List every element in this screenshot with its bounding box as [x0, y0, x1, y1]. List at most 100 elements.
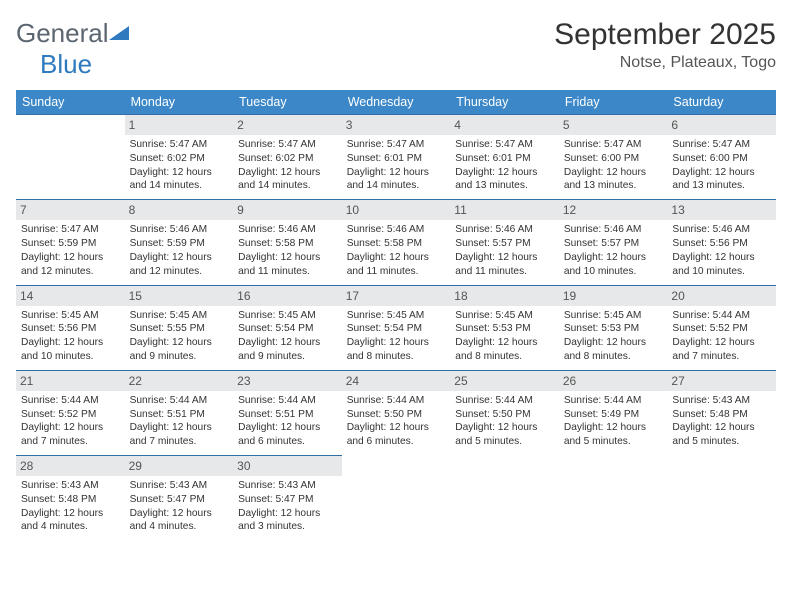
sunrise-text: Sunrise: 5:44 AM: [347, 394, 446, 408]
day-number: 5: [559, 115, 668, 135]
day-number: 8: [125, 200, 234, 220]
sunrise-text: Sunrise: 5:46 AM: [455, 223, 554, 237]
day-number: 25: [450, 371, 559, 391]
sunset-text: Sunset: 5:48 PM: [672, 408, 771, 422]
day-number: 10: [342, 200, 451, 220]
weekday-header: Saturday: [667, 90, 776, 114]
day-number: 23: [233, 371, 342, 391]
day-number: 4: [450, 115, 559, 135]
sunrise-text: Sunrise: 5:45 AM: [238, 309, 337, 323]
day-cell: 12Sunrise: 5:46 AMSunset: 5:57 PMDayligh…: [559, 199, 668, 284]
sunrise-text: Sunrise: 5:47 AM: [455, 138, 554, 152]
day-number: 20: [667, 286, 776, 306]
sunrise-text: Sunrise: 5:45 AM: [347, 309, 446, 323]
sunset-text: Sunset: 6:01 PM: [347, 152, 446, 166]
day-number: 16: [233, 286, 342, 306]
day-cell: 7Sunrise: 5:47 AMSunset: 5:59 PMDaylight…: [16, 199, 125, 284]
day-cell: 3Sunrise: 5:47 AMSunset: 6:01 PMDaylight…: [342, 114, 451, 199]
day-cell: 27Sunrise: 5:43 AMSunset: 5:48 PMDayligh…: [667, 370, 776, 455]
daylight-text: Daylight: 12 hours and 4 minutes.: [21, 507, 120, 535]
daylight-text: Daylight: 12 hours and 12 minutes.: [21, 251, 120, 279]
page-header: General Blue September 2025 Notse, Plate…: [16, 18, 776, 80]
day-cell: 17Sunrise: 5:45 AMSunset: 5:54 PMDayligh…: [342, 285, 451, 370]
sunrise-text: Sunrise: 5:47 AM: [347, 138, 446, 152]
sunset-text: Sunset: 5:58 PM: [238, 237, 337, 251]
sunset-text: Sunset: 6:00 PM: [672, 152, 771, 166]
daylight-text: Daylight: 12 hours and 4 minutes.: [130, 507, 229, 535]
day-cell: 22Sunrise: 5:44 AMSunset: 5:51 PMDayligh…: [125, 370, 234, 455]
day-cell: 8 Sunrise: 5:46 AMSunset: 5:59 PMDaylight…: [125, 199, 234, 284]
sunrise-text: Sunrise: 5:47 AM: [238, 138, 337, 152]
sunrise-text: Sunrise: 5:46 AM: [130, 223, 229, 237]
day-number: 2: [233, 115, 342, 135]
logo: General Blue: [16, 18, 131, 80]
daylight-text: Daylight: 12 hours and 6 minutes.: [238, 421, 337, 449]
sunrise-text: Sunrise: 5:45 AM: [130, 309, 229, 323]
day-number: 7: [16, 200, 125, 220]
day-cell: 30Sunrise: 5:43 AMSunset: 5:47 PMDayligh…: [233, 455, 342, 540]
sunset-text: Sunset: 5:47 PM: [238, 493, 337, 507]
sunset-text: Sunset: 5:50 PM: [347, 408, 446, 422]
sunset-text: Sunset: 5:56 PM: [672, 237, 771, 251]
sunset-text: Sunset: 5:54 PM: [238, 322, 337, 336]
sunset-text: Sunset: 6:02 PM: [238, 152, 337, 166]
daylight-text: Daylight: 12 hours and 6 minutes.: [347, 421, 446, 449]
weekday-header: Thursday: [450, 90, 559, 114]
sunrise-text: Sunrise: 5:44 AM: [238, 394, 337, 408]
day-cell: 6Sunrise: 5:47 AMSunset: 6:00 PMDaylight…: [667, 114, 776, 199]
sunrise-text: Sunrise: 5:46 AM: [238, 223, 337, 237]
day-number: 27: [667, 371, 776, 391]
day-cell: 18Sunrise: 5:45 AMSunset: 5:53 PMDayligh…: [450, 285, 559, 370]
sunrise-text: Sunrise: 5:46 AM: [672, 223, 771, 237]
sunset-text: Sunset: 5:59 PM: [21, 237, 120, 251]
sunset-text: Sunset: 5:56 PM: [21, 322, 120, 336]
sunset-text: Sunset: 5:59 PM: [130, 237, 229, 251]
sunrise-text: Sunrise: 5:45 AM: [455, 309, 554, 323]
logo-triangle-icon: [109, 24, 131, 47]
sunrise-text: Sunrise: 5:44 AM: [564, 394, 663, 408]
daylight-text: Daylight: 12 hours and 10 minutes.: [564, 251, 663, 279]
daylight-text: Daylight: 12 hours and 3 minutes.: [238, 507, 337, 535]
daylight-text: Daylight: 12 hours and 12 minutes.: [130, 251, 229, 279]
weekday-header: Tuesday: [233, 90, 342, 114]
day-number: 1: [125, 115, 234, 135]
weekday-header: Wednesday: [342, 90, 451, 114]
weekday-header: Sunday: [16, 90, 125, 114]
daylight-text: Daylight: 12 hours and 10 minutes.: [21, 336, 120, 364]
day-cell: 26Sunrise: 5:44 AMSunset: 5:49 PMDayligh…: [559, 370, 668, 455]
day-number: 28: [16, 456, 125, 476]
sunrise-text: Sunrise: 5:44 AM: [455, 394, 554, 408]
sunrise-text: Sunrise: 5:45 AM: [564, 309, 663, 323]
day-number: 14: [16, 286, 125, 306]
sunrise-text: Sunrise: 5:43 AM: [130, 479, 229, 493]
daylight-text: Daylight: 12 hours and 7 minutes.: [672, 336, 771, 364]
daylight-text: Daylight: 12 hours and 5 minutes.: [455, 421, 554, 449]
day-cell: 21Sunrise: 5:44 AMSunset: 5:52 PMDayligh…: [16, 370, 125, 455]
daylight-text: Daylight: 12 hours and 11 minutes.: [347, 251, 446, 279]
logo-text: General Blue: [16, 18, 131, 80]
day-cell: 24Sunrise: 5:44 AMSunset: 5:50 PMDayligh…: [342, 370, 451, 455]
month-title: September 2025: [554, 18, 776, 52]
sunrise-text: Sunrise: 5:47 AM: [130, 138, 229, 152]
sunset-text: Sunset: 5:58 PM: [347, 237, 446, 251]
day-cell: 1Sunrise: 5:47 AMSunset: 6:02 PMDaylight…: [125, 114, 234, 199]
sunrise-text: Sunrise: 5:44 AM: [21, 394, 120, 408]
day-cell: 14Sunrise: 5:45 AMSunset: 5:56 PMDayligh…: [16, 285, 125, 370]
daylight-text: Daylight: 12 hours and 7 minutes.: [21, 421, 120, 449]
daylight-text: Daylight: 12 hours and 13 minutes.: [455, 166, 554, 194]
sunset-text: Sunset: 5:55 PM: [130, 322, 229, 336]
daylight-text: Daylight: 12 hours and 14 minutes.: [130, 166, 229, 194]
logo-part-2: Blue: [40, 49, 92, 79]
sunset-text: Sunset: 5:52 PM: [21, 408, 120, 422]
daylight-text: Daylight: 12 hours and 8 minutes.: [455, 336, 554, 364]
title-block: September 2025 Notse, Plateaux, Togo: [554, 18, 776, 72]
day-number: 29: [125, 456, 234, 476]
sunset-text: Sunset: 5:57 PM: [564, 237, 663, 251]
day-cell: 11Sunrise: 5:46 AMSunset: 5:57 PMDayligh…: [450, 199, 559, 284]
day-cell: 15Sunrise: 5:45 AMSunset: 5:55 PMDayligh…: [125, 285, 234, 370]
day-number: 17: [342, 286, 451, 306]
sunrise-text: Sunrise: 5:47 AM: [672, 138, 771, 152]
day-number: 6: [667, 115, 776, 135]
day-number: 9: [233, 200, 342, 220]
day-number: 11: [450, 200, 559, 220]
